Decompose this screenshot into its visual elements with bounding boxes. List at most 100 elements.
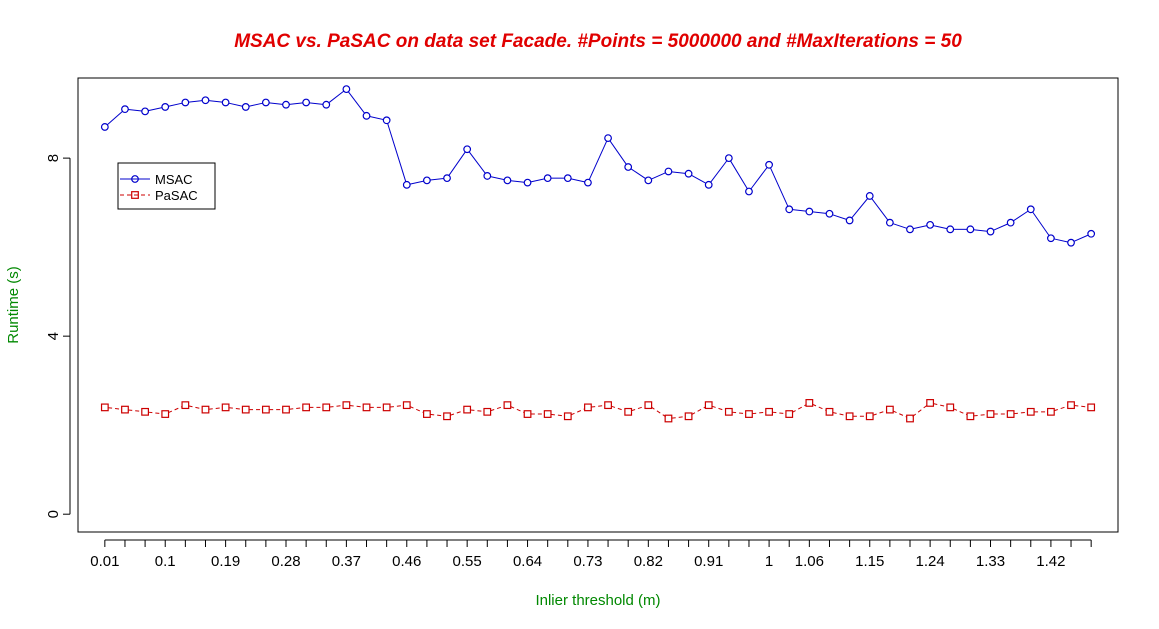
msac-point [342, 85, 351, 94]
msac-point [1087, 229, 1096, 238]
pasac-point [161, 410, 170, 418]
pasac-point [624, 407, 633, 416]
pasac-point [181, 401, 190, 410]
y-tick-label: 0 [45, 510, 62, 518]
msac-point [664, 167, 673, 176]
msac-point [745, 187, 753, 196]
msac-line-segment [369, 116, 384, 121]
x-tick-label: 0.37 [332, 553, 361, 570]
x-tick-label: 1.33 [976, 553, 1005, 570]
pasac-point [664, 414, 673, 423]
pasac-line-segment [1074, 405, 1088, 408]
msac-point [523, 178, 532, 187]
pasac-point [805, 399, 814, 407]
pasac-point [523, 410, 532, 418]
msac-point [121, 105, 129, 114]
x-tick-label: 0.73 [573, 553, 602, 570]
msac-line-segment [832, 214, 847, 220]
msac-point [724, 154, 733, 163]
pasac-line-segment [872, 410, 887, 416]
pasac-line-segment [349, 405, 364, 408]
pasac-line-segment [912, 404, 928, 417]
pasac-line-segment [228, 407, 243, 410]
pasac-point [423, 410, 431, 418]
msac-point [221, 98, 230, 107]
pasac-line-segment [812, 403, 827, 411]
pasac-line-segment [671, 416, 686, 419]
msac-point [141, 107, 149, 116]
pasac-line-segment [1013, 411, 1028, 415]
msac-line-segment [106, 110, 123, 126]
msac-line-segment [510, 180, 525, 183]
msac-line-segment [913, 225, 928, 230]
pasac-point [1006, 410, 1015, 418]
pasac-point [604, 401, 612, 410]
msac-line-segment [208, 100, 223, 103]
pasac-point [322, 403, 331, 412]
pasac-line-segment [510, 406, 525, 414]
msac-point [322, 100, 331, 109]
pasac-point [221, 403, 230, 412]
msac-point [825, 209, 834, 218]
msac-line-segment [490, 176, 505, 181]
y-axis: 0 4 8 [45, 154, 71, 518]
pasac-line-segment [953, 408, 968, 416]
y-tick-label: 4 [45, 332, 62, 340]
pasac-point [906, 414, 914, 423]
pasac-point [463, 405, 472, 414]
msac-line-segment [812, 211, 827, 214]
x-tick-label: 0.91 [694, 553, 723, 570]
pasac-point [563, 412, 572, 421]
pasac-line-segment [591, 405, 605, 408]
pasac-point [1067, 401, 1075, 410]
chart-title: MSAC vs. PaSAC on data set Facade. #Poin… [234, 31, 962, 52]
pasac-line-segment [1053, 405, 1069, 412]
series-layer [100, 85, 1096, 423]
msac-point [1047, 234, 1055, 243]
msac-line-segment [792, 209, 807, 212]
pasac-line-segment [973, 413, 988, 417]
msac-line-segment [691, 174, 707, 184]
msac-point [1006, 218, 1015, 227]
pasac-line-segment [450, 410, 465, 416]
msac-point [181, 98, 190, 107]
pasac-point [724, 407, 733, 416]
msac-line-segment [609, 140, 627, 165]
pasac-line-segment [832, 412, 847, 417]
pasac-line-segment [490, 405, 505, 412]
msac-point [644, 176, 653, 185]
pasac-line-segment [289, 407, 303, 410]
pasac-point [402, 401, 411, 410]
msac-line-segment [448, 151, 466, 176]
pasac-point [141, 407, 149, 416]
pasac-point [362, 403, 371, 412]
pasac-line-segment [389, 405, 404, 408]
msac-point [161, 103, 170, 111]
x-axis-label: Inlier threshold (m) [535, 592, 660, 609]
msac-line-segment [530, 178, 545, 183]
msac-line-segment [1073, 234, 1089, 242]
msac-point [463, 145, 472, 154]
pasac-line-segment [208, 407, 223, 410]
msac-point [704, 180, 713, 189]
msac-point [362, 111, 371, 120]
msac-line-segment [248, 102, 263, 107]
msac-point [845, 216, 854, 225]
pasac-line-segment [691, 406, 707, 416]
legend-pasac-marker [131, 191, 139, 199]
pasac-point [825, 407, 834, 416]
msac-line-segment [128, 109, 142, 112]
x-tick-label: 0.01 [90, 553, 119, 570]
msac-point [584, 178, 592, 187]
msac-point [906, 225, 914, 234]
msac-point [483, 172, 492, 180]
msac-point [885, 218, 894, 227]
msac-point [604, 134, 612, 142]
msac-point [926, 220, 935, 229]
legend-msac-marker [131, 175, 139, 183]
x-axis: 0.01 0.1 0.19 0.28 0.37 0.46 0.55 0.64 0.73 0.82 0… [90, 539, 1092, 570]
pasac-line-segment [791, 404, 807, 413]
pasac-point [241, 405, 250, 414]
msac-line-segment [750, 167, 768, 190]
pasac-point [946, 403, 955, 412]
